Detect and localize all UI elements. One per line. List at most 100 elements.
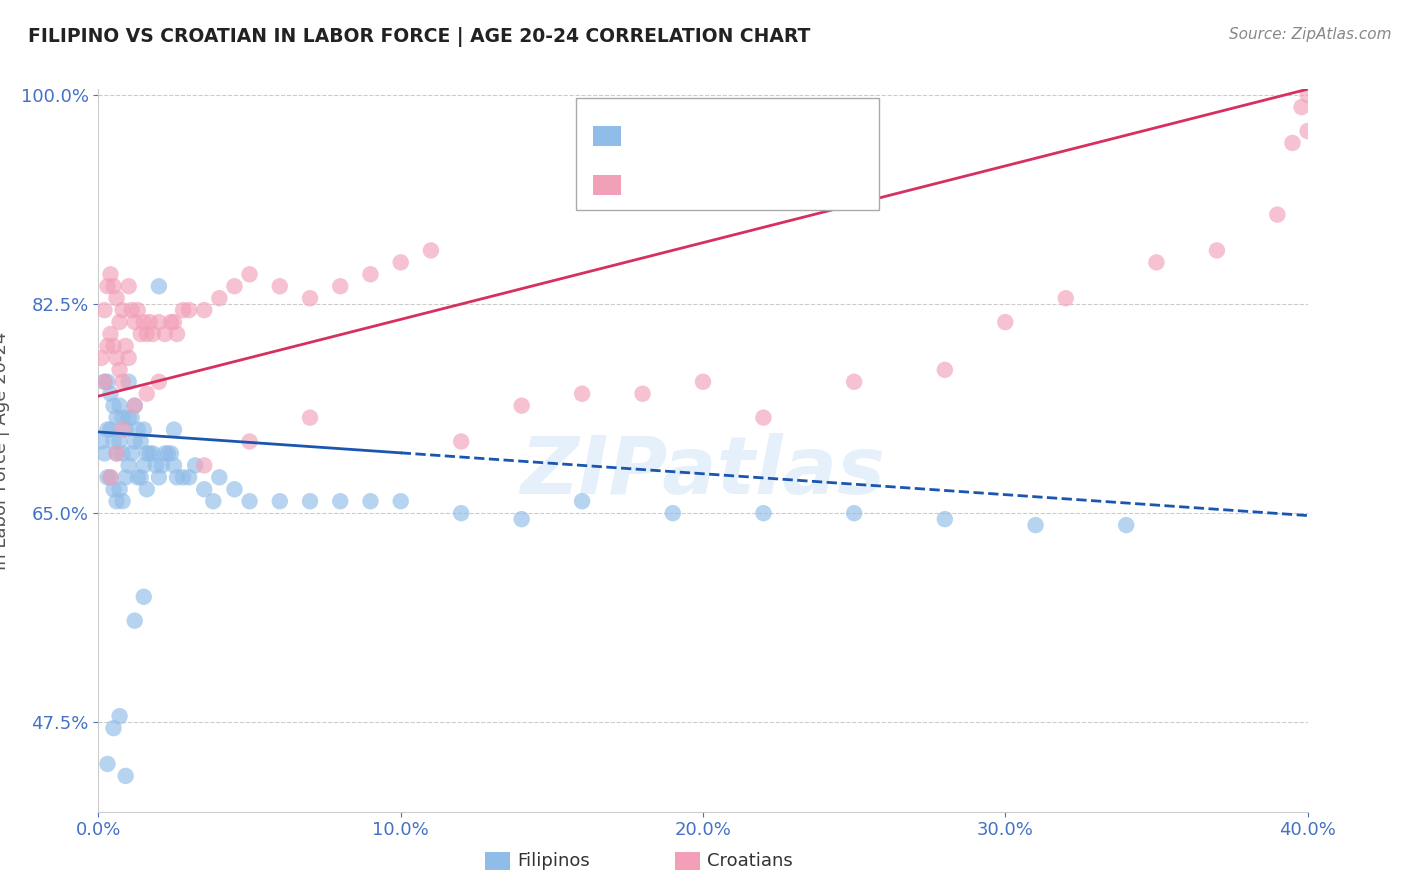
Point xyxy=(153,326,176,341)
Point xyxy=(150,458,173,473)
Point xyxy=(752,506,775,520)
Point xyxy=(93,303,115,318)
Point xyxy=(360,494,382,508)
Point xyxy=(118,375,141,389)
Point xyxy=(100,268,122,282)
Point xyxy=(1144,255,1167,269)
Point xyxy=(184,458,207,473)
Point xyxy=(124,315,146,329)
Point xyxy=(100,423,122,437)
Point xyxy=(105,351,128,365)
Point xyxy=(121,410,143,425)
Point xyxy=(934,363,956,377)
Point xyxy=(329,279,352,293)
Point xyxy=(108,399,131,413)
Point xyxy=(269,494,291,508)
Point xyxy=(139,446,162,460)
Point xyxy=(100,386,122,401)
Point xyxy=(752,410,775,425)
Point xyxy=(299,494,322,508)
Point xyxy=(135,446,157,460)
Point xyxy=(96,339,118,353)
Point xyxy=(135,483,157,497)
Point xyxy=(208,470,231,484)
Point xyxy=(1296,88,1319,103)
Point xyxy=(114,423,136,437)
Point xyxy=(114,769,136,783)
Point xyxy=(132,458,155,473)
Point xyxy=(132,315,155,329)
Point xyxy=(139,315,162,329)
Point xyxy=(108,709,131,723)
Point xyxy=(148,470,170,484)
Point xyxy=(1267,208,1289,222)
Point xyxy=(111,446,134,460)
Point xyxy=(127,423,149,437)
Point xyxy=(124,399,146,413)
Point xyxy=(118,279,141,293)
Point xyxy=(1206,244,1229,258)
Point xyxy=(129,434,152,449)
Text: FILIPINO VS CROATIAN IN LABOR FORCE | AGE 20-24 CORRELATION CHART: FILIPINO VS CROATIAN IN LABOR FORCE | AG… xyxy=(28,27,810,46)
Point xyxy=(121,303,143,318)
Point xyxy=(90,351,112,365)
Point xyxy=(105,446,128,460)
Point xyxy=(1291,100,1313,114)
Point xyxy=(111,410,134,425)
Point xyxy=(142,446,165,460)
Point xyxy=(510,399,533,413)
Point xyxy=(510,512,533,526)
Point xyxy=(127,470,149,484)
Point xyxy=(329,494,352,508)
Point xyxy=(661,506,683,520)
Point xyxy=(1296,124,1319,138)
Point xyxy=(103,399,125,413)
Point xyxy=(111,303,134,318)
Point xyxy=(844,506,866,520)
Point xyxy=(239,268,262,282)
Point xyxy=(96,375,118,389)
Point xyxy=(163,458,186,473)
Point xyxy=(193,458,215,473)
Point xyxy=(224,279,246,293)
Point xyxy=(129,470,152,484)
Point xyxy=(148,315,170,329)
Point xyxy=(96,756,118,771)
Point xyxy=(692,375,714,389)
Text: Croatians: Croatians xyxy=(707,852,793,870)
Point xyxy=(93,446,115,460)
Point xyxy=(93,375,115,389)
Point xyxy=(127,303,149,318)
Point xyxy=(96,470,118,484)
Point xyxy=(114,339,136,353)
Point xyxy=(105,446,128,460)
Y-axis label: In Labor Force | Age 20-24: In Labor Force | Age 20-24 xyxy=(0,331,10,570)
Point xyxy=(124,434,146,449)
Point xyxy=(844,375,866,389)
Point xyxy=(1024,518,1046,533)
Point xyxy=(148,375,170,389)
Point xyxy=(239,494,262,508)
Point xyxy=(360,268,382,282)
Point xyxy=(1115,518,1137,533)
Point xyxy=(105,494,128,508)
Text: Filipinos: Filipinos xyxy=(517,852,591,870)
Point xyxy=(166,470,188,484)
Point xyxy=(994,315,1017,329)
Point xyxy=(1281,136,1303,150)
Point xyxy=(103,279,125,293)
Point xyxy=(193,303,215,318)
Point xyxy=(90,434,112,449)
Point xyxy=(145,458,167,473)
Point xyxy=(172,303,194,318)
Point xyxy=(132,590,155,604)
Point xyxy=(103,721,125,735)
Point xyxy=(224,483,246,497)
Point xyxy=(118,351,141,365)
Point xyxy=(124,614,146,628)
Point xyxy=(269,279,291,293)
Point xyxy=(108,315,131,329)
Point xyxy=(93,375,115,389)
Point xyxy=(111,423,134,437)
Point xyxy=(450,506,472,520)
